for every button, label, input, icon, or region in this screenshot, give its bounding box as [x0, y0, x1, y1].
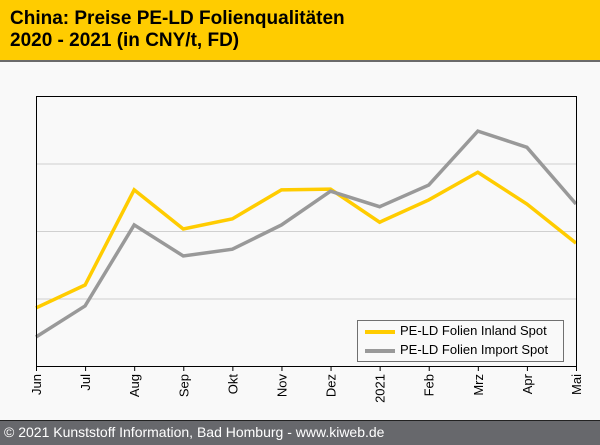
- x-tick-label: Okt: [225, 374, 240, 395]
- x-tick-label: Aug: [127, 374, 142, 397]
- gridlines: [36, 163, 576, 300]
- x-tick-label: Nov: [274, 374, 289, 398]
- x-axis: Jun Jul Aug Sep Okt Nov Dez 2021 Feb Mrz Apr Mai: [29, 366, 584, 403]
- footer: © 2021 Kunststoff Information, Bad Hombu…: [0, 420, 600, 445]
- x-tick-label: Mai: [569, 374, 584, 395]
- series-lines: [35, 129, 578, 339]
- legend-label-inland: PE-LD Folien Inland Spot: [400, 323, 547, 338]
- series-line-inland: [35, 170, 578, 310]
- title-line-1: China: Preise PE-LD Folienqualitäten: [10, 8, 345, 29]
- legend: PE-LD Folien Inland Spot PE-LD Folien Im…: [357, 320, 564, 362]
- x-tick-label: 2021: [373, 374, 388, 403]
- x-tick-label: Jun: [29, 374, 44, 395]
- x-tick-label: Dez: [324, 374, 339, 397]
- series-line-import: [35, 129, 578, 339]
- x-tick-label: Apr: [520, 373, 535, 394]
- header-banner: China: Preise PE-LD Folienqualitäten 202…: [0, 0, 600, 62]
- title-line-2: 2020 - 2021 (in CNY/t, FD): [10, 30, 240, 51]
- copyright-text: © 2021 Kunststoff Information, Bad Hombu…: [4, 424, 385, 440]
- x-tick-label: Mrz: [471, 374, 486, 396]
- legend-label-import: PE-LD Folien Import Spot: [400, 342, 549, 357]
- chart-title: China: Preise PE-LD Folienqualitäten 202…: [10, 8, 345, 52]
- legend-swatch-inland: [365, 330, 395, 334]
- x-tick-label: Feb: [422, 374, 437, 396]
- x-tick-label: Sep: [176, 374, 191, 397]
- x-tick-label: Jul: [78, 374, 93, 391]
- plot-frame: [36, 96, 577, 367]
- legend-swatch-import: [365, 349, 395, 353]
